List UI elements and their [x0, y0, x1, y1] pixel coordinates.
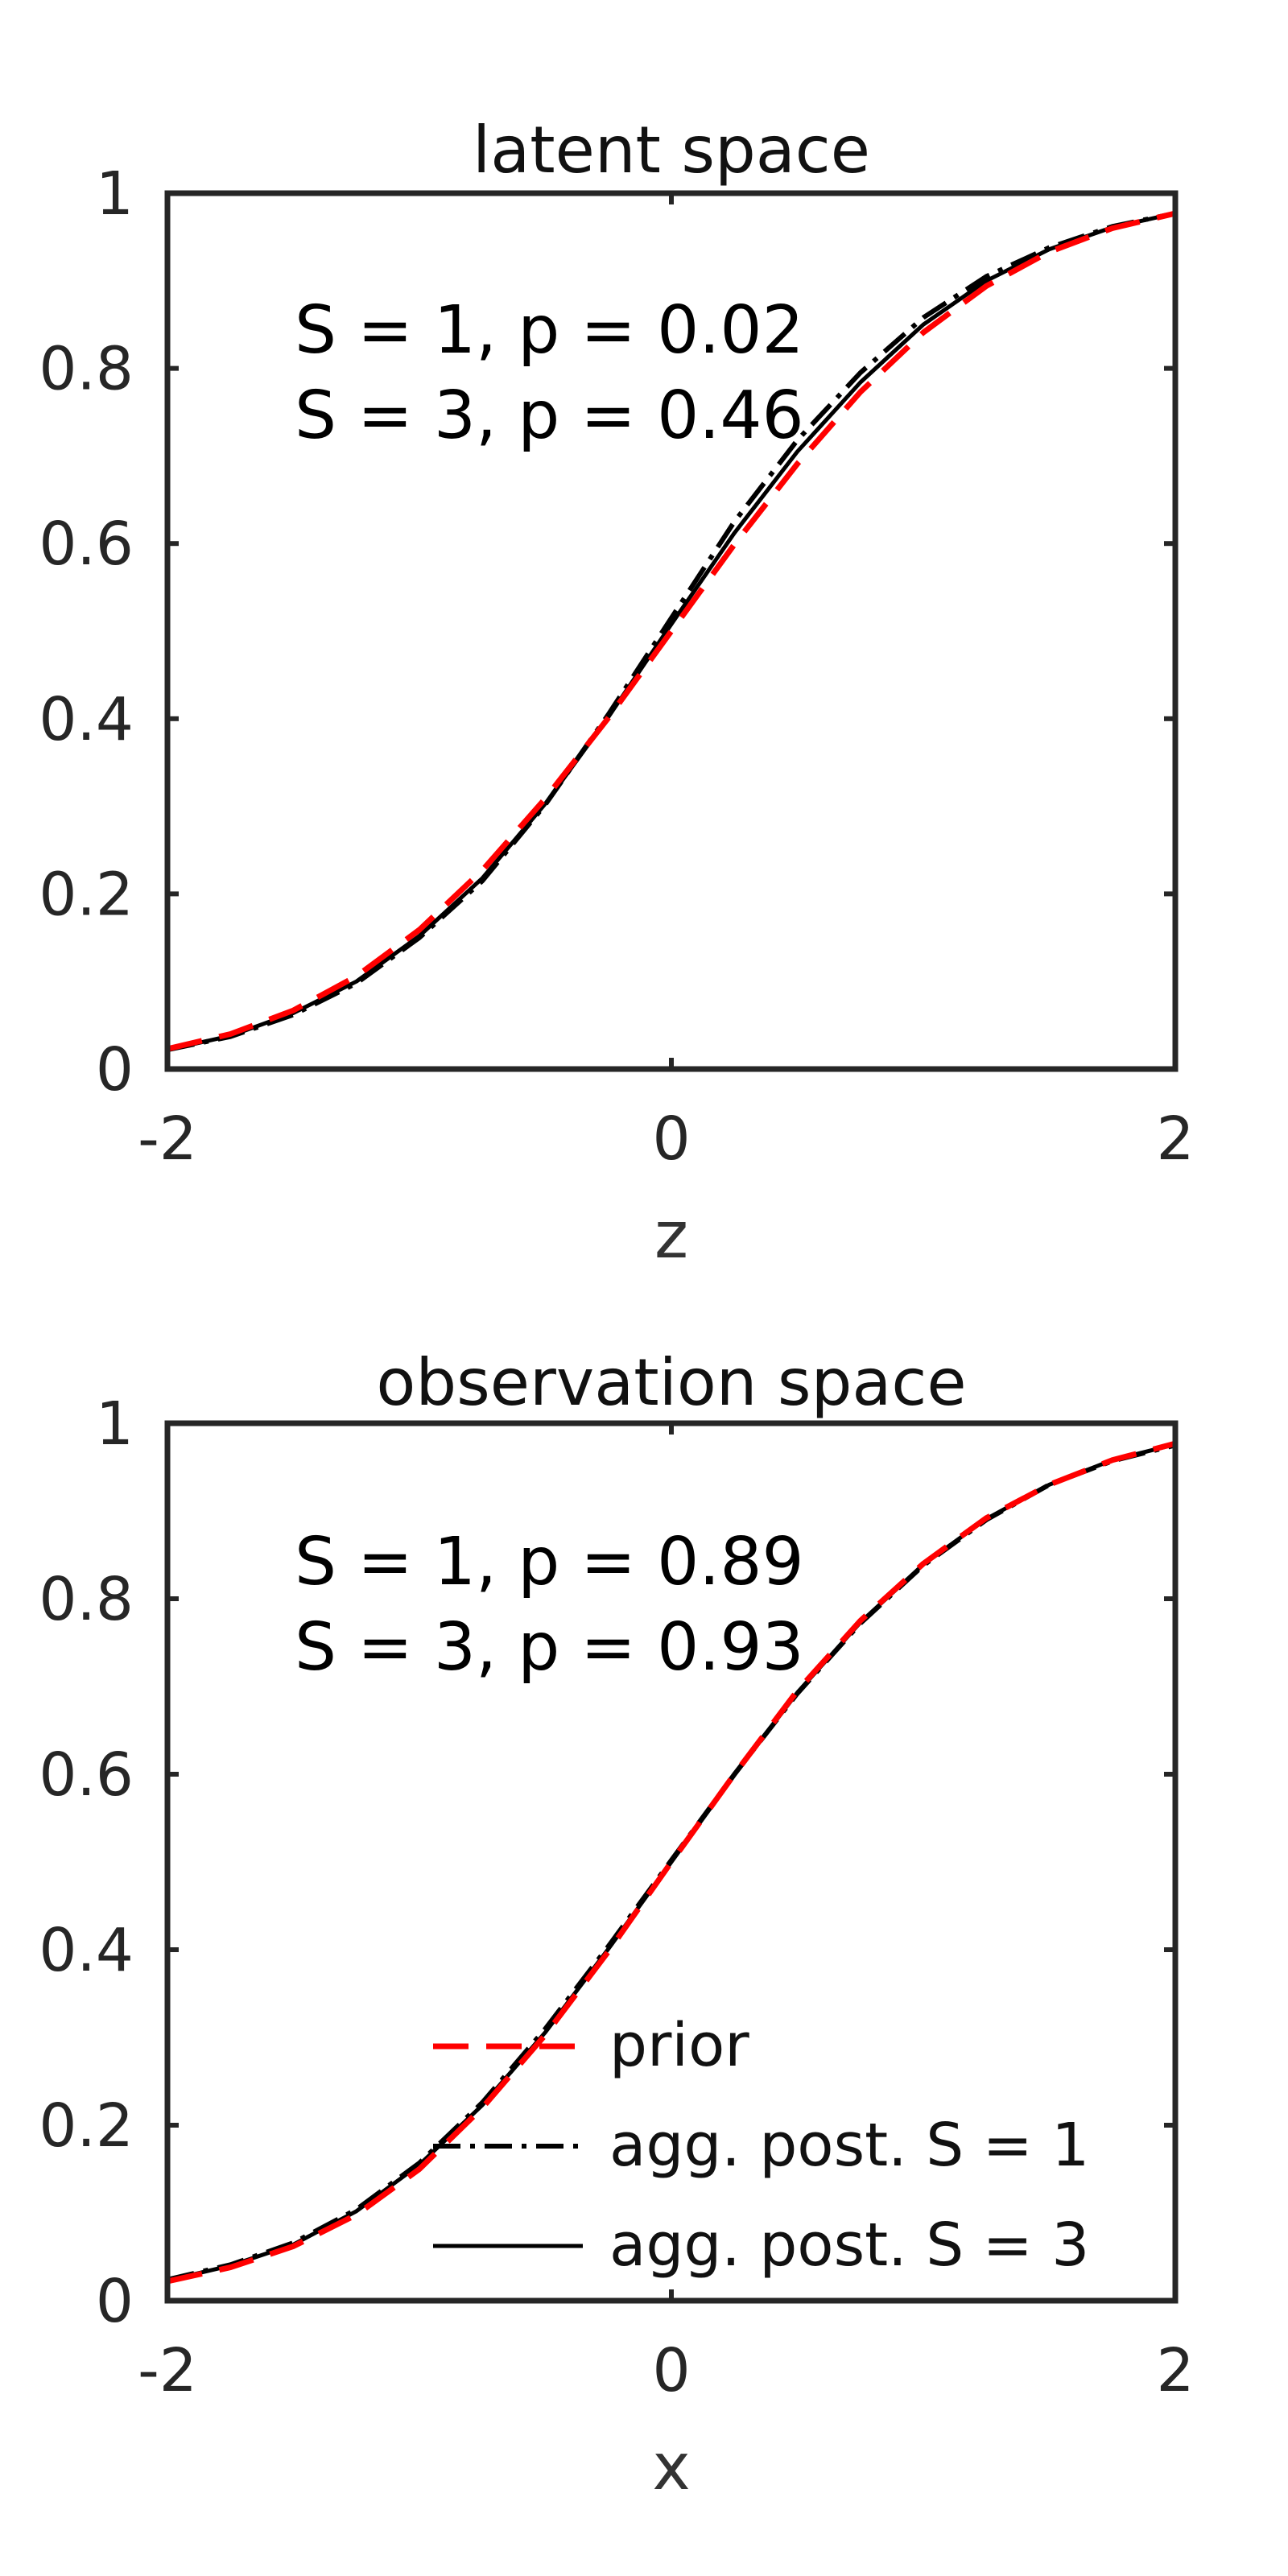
- chart-title: observation space: [376, 1345, 966, 1420]
- legend: prior agg. post. S = 1 agg. post. S = 3: [433, 2011, 1089, 2280]
- y-tick-label: 0.8: [39, 1565, 134, 1634]
- y-tick-label: 1: [96, 159, 134, 229]
- y-tick-label: 0: [96, 2267, 134, 2336]
- annotation-s3: S = 3, p = 0.93: [295, 1609, 804, 1686]
- annotation-s3: S = 3, p = 0.46: [295, 378, 804, 454]
- x-tick-label: -2: [138, 2336, 197, 2405]
- y-tick-label: 0.2: [39, 2091, 134, 2161]
- chart-title: latent space: [473, 113, 870, 188]
- series-line-prior: [167, 210, 1175, 1052]
- legend-label-s1: agg. post. S = 1: [609, 2111, 1089, 2180]
- y-tick-label: 0.2: [39, 860, 134, 929]
- x-axis-label: z: [654, 1198, 688, 1273]
- latent-space-panel: latent space z S = 1, p = 0.02 S = 3, p …: [39, 113, 1194, 1273]
- y-tick-label: 0: [96, 1035, 134, 1104]
- series-lines: [167, 210, 1175, 1053]
- y-tick-label: 0.8: [39, 335, 134, 404]
- x-tick-label: 2: [1156, 1104, 1194, 1174]
- series-line-prior: [167, 1440, 1175, 2285]
- x-tick-label: 0: [652, 2336, 690, 2405]
- y-tick-label: 0.6: [39, 1740, 134, 1810]
- series-lines: [167, 1440, 1175, 2285]
- annotation-s1: S = 1, p = 0.02: [295, 292, 804, 369]
- annotation-s1: S = 1, p = 0.89: [295, 1524, 804, 1600]
- x-tick-label: 2: [1156, 2336, 1194, 2405]
- legend-label-prior: prior: [609, 2011, 749, 2080]
- legend-label-s3: agg. post. S = 3: [609, 2211, 1089, 2280]
- observation-space-panel: observation space x S = 1, p = 0.89 S = …: [39, 1345, 1194, 2504]
- x-axis-label: x: [652, 2429, 690, 2504]
- series-line-s1: [167, 1443, 1175, 2282]
- y-tick-label: 0.6: [39, 510, 134, 579]
- series-line-s1: [167, 211, 1175, 1053]
- x-tick-label: 0: [652, 1104, 690, 1174]
- y-tick-label: 0.4: [39, 685, 134, 754]
- y-tick-label: 0.4: [39, 1916, 134, 1985]
- y-tick-label: 1: [96, 1389, 134, 1459]
- x-tick-label: -2: [138, 1104, 197, 1174]
